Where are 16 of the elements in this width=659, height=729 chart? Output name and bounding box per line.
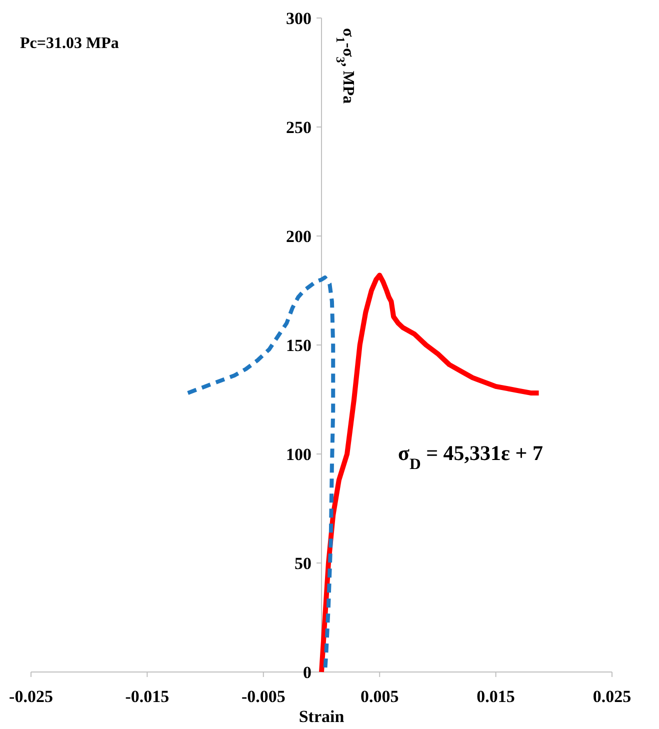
x-tick-label: 0.015 xyxy=(476,687,515,706)
x-tick-label: -0.025 xyxy=(9,687,53,706)
annotation: σ$_{D}$ = 45,331ε + 7 xyxy=(398,441,543,472)
x-axis-title: Strain xyxy=(298,707,345,726)
x-tick-label: -0.005 xyxy=(241,687,286,706)
annotation: Pc=31.03 MPa xyxy=(20,35,119,52)
x-tick-label: -0.015 xyxy=(125,687,170,706)
y-tick-label: 200 xyxy=(286,227,312,246)
y-tick-label: 100 xyxy=(286,445,312,464)
y-tick-label: 250 xyxy=(286,118,312,137)
x-tick-label: 0.025 xyxy=(592,687,632,706)
y-tick-label: 50 xyxy=(294,554,312,573)
y-tick-label: 300 xyxy=(286,9,312,28)
x-tick-label: 0.005 xyxy=(360,687,399,706)
y-tick-label: 150 xyxy=(286,336,312,355)
y-tick-label: 0 xyxy=(303,663,312,682)
